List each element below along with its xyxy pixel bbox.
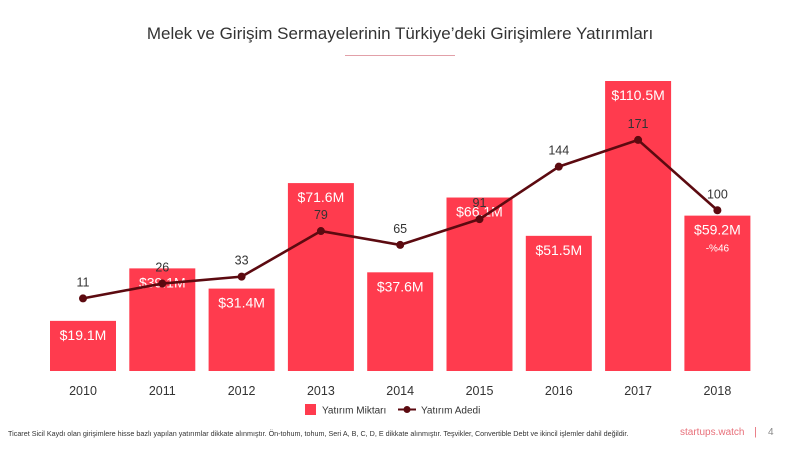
count-label-2016: 144 [548,144,569,158]
count-label-2015: 91 [473,196,487,210]
count-point-2013 [316,227,325,236]
bar-2010 [50,320,116,371]
bar-labels-group: $19.1M$39.1M$31.4M$71.6M$37.6M$66.1M$51.… [60,87,741,343]
x-tick-2017: 2017 [624,384,652,398]
x-tick-2012: 2012 [228,384,256,398]
title-underline [345,55,455,56]
page-number: 4 [768,427,774,438]
x-tick-2011: 2011 [149,384,176,398]
brand-label: startups.watch [680,427,745,438]
annotation-2018: -%46 [706,244,730,255]
bar-label-2018: $59.2M [694,222,741,238]
x-tick-2016: 2016 [545,384,573,398]
count-labels-group: 11 26 33 79 65 91 144 171 100 [77,117,728,289]
legend-swatch-bar [305,404,316,415]
bar-label-2014: $37.6M [377,278,424,294]
x-tick-2010: 2010 [69,384,97,398]
x-axis-ticks: 2010 2011 2012 2013 2014 2015 2016 2017 2018 [69,384,731,398]
bar-2014 [367,272,434,371]
legend-swatch-marker [403,406,411,413]
count-point-2014 [396,240,405,249]
bar-2018 [684,215,751,371]
bar-2013 [287,183,354,371]
count-point-2012 [237,272,246,281]
x-tick-2013: 2013 [307,384,335,398]
count-label-2013: 79 [314,208,328,222]
brand-separator: | [754,426,757,438]
count-label-2014: 65 [393,222,407,236]
count-label-2010: 11 [77,275,90,289]
count-label-2012: 33 [235,254,249,268]
bar-2015 [446,197,513,371]
count-point-2016 [554,162,563,171]
count-point-2015 [475,215,484,224]
count-point-2010 [79,294,87,303]
bar-label-2013: $71.6M [298,189,345,205]
bar-2016 [525,235,592,371]
x-tick-2014: 2014 [386,384,414,398]
line-series-group [79,135,722,303]
count-point-2018 [713,206,722,215]
annotations-group: -%46 [706,244,730,255]
count-label-2011: 26 [155,261,169,275]
legend-label-line: Yatırım Adedi [421,406,480,417]
bar-2017 [605,81,672,371]
bar-label-2010: $19.1M [60,327,107,343]
legend-label-bar: Yatırım Miktarı [322,406,386,417]
x-tick-2015: 2015 [466,384,494,398]
bar-label-2017: $110.5M [611,87,664,103]
footnote: Ticaret Sicil Kaydı olan girişimlere his… [8,429,629,438]
chart-title: Melek ve Girişim Sermayelerinin Türkiye’… [146,24,654,43]
bar-2012 [208,288,275,371]
count-point-2011 [158,279,167,288]
bar-label-2015: $66.1M [456,204,503,220]
legend: Yatırım Miktarı Yatırım Adedi [305,404,480,417]
count-label-2018: 100 [707,187,728,201]
count-label-2017: 171 [628,117,649,131]
bar-label-2012: $31.4M [218,295,265,311]
bar-label-2016: $51.5M [535,242,582,258]
count-point-2017 [634,135,643,144]
bars-group [50,81,751,371]
x-tick-2018: 2018 [703,384,731,398]
